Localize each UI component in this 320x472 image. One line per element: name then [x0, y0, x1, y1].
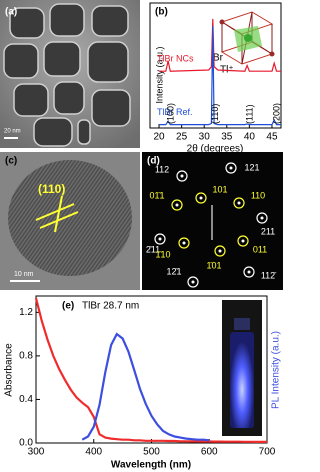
panel-label: (e)	[62, 301, 74, 312]
spot-label: 211	[261, 226, 275, 236]
spot-ring	[256, 212, 268, 224]
panel-label: (b)	[155, 7, 168, 18]
spot-label: 110	[251, 190, 265, 200]
y-axis-label: Intensity (a.u.)	[154, 46, 164, 103]
diffraction-spot	[241, 239, 245, 243]
spot-label: 2̄11	[146, 244, 160, 254]
spot-label: 12̄1	[166, 266, 181, 276]
panel-a: (a) 20 nm	[0, 0, 140, 148]
x-tick-label: 20	[153, 132, 165, 143]
peak-label: (110)	[210, 104, 220, 124]
spot-label: 101	[212, 184, 227, 194]
diffraction-spot	[175, 203, 179, 207]
panel-e: (e) TlBr 28.7 nm Absorbance PL Intensity…	[4, 295, 282, 471]
vial-cap	[234, 318, 250, 330]
axes-box	[149, 2, 282, 129]
x-axis-label: 2θ (degrees)	[187, 144, 244, 155]
spot-ring	[243, 266, 255, 278]
peak-label: (111)	[244, 104, 254, 124]
vial	[230, 332, 254, 428]
spot-label: 112̄	[261, 270, 277, 280]
spot-ring	[237, 235, 249, 247]
spot-label: 011	[253, 244, 267, 254]
y-axis-label: Absorbance	[4, 343, 15, 397]
x-tick-label: 500	[143, 447, 160, 458]
spot-ring	[154, 233, 166, 245]
spot-label: 01̄1	[149, 190, 164, 200]
chart-title: TlBr 28.7 nm	[82, 301, 139, 312]
nanocubes	[3, 3, 131, 147]
x-tick-label: 35	[221, 132, 233, 143]
peak-label: (200)	[272, 103, 282, 124]
panel-label: (d)	[147, 156, 160, 167]
x-axis-label: Wavelength (nm)	[111, 460, 191, 471]
inset-label: Br	[213, 53, 224, 64]
spot-ring	[171, 199, 183, 211]
crystal-inset	[208, 4, 280, 74]
plane-label: (110)	[38, 182, 65, 196]
y-tick-label: 0.0	[19, 438, 33, 449]
diffraction-spot	[229, 166, 233, 170]
diffraction-spot	[180, 174, 184, 178]
y2-axis-label: PL Intensity (a.u.)	[271, 331, 282, 409]
panel-label: (a)	[5, 7, 17, 18]
series-line	[159, 18, 281, 72]
x-tick-label: 400	[85, 447, 102, 458]
diffraction-spot	[247, 270, 251, 274]
panel-c: (110) (c) 10 nm	[0, 152, 140, 290]
spot-ring	[233, 197, 245, 209]
diffraction-spot	[199, 196, 203, 200]
diffraction-spot	[182, 241, 186, 245]
series-line	[81, 332, 210, 442]
spot-ring	[176, 170, 188, 182]
scale-label: 10 nm	[14, 271, 34, 278]
figure: (a) 20 nm Br Tl⁺ (b) Intensity (a.u.) 2θ…	[0, 0, 283, 471]
y-tick-label: 0.4	[19, 394, 33, 405]
series-label: TlBr NCs	[157, 54, 194, 64]
x-tick-label: 700	[259, 447, 276, 458]
diffraction-spot	[260, 216, 264, 220]
nanocrystal	[8, 160, 132, 276]
series-line	[159, 25, 281, 126]
spot-label: 1̄01	[206, 260, 221, 270]
diffraction-spot	[237, 201, 241, 205]
peak-label: (100)	[165, 103, 175, 124]
spot-label: 112	[155, 164, 169, 174]
spot-ring	[214, 245, 226, 257]
diffraction-spot	[158, 237, 162, 241]
spot-ring	[187, 276, 199, 288]
series-label: TlBr Ref.	[157, 107, 193, 117]
x-tick-label: 45	[266, 132, 278, 143]
diffraction-spot	[218, 249, 222, 253]
spot-ring	[225, 162, 237, 174]
panel-d: (d) 112 121 101 110 01̄1 2̄11 211 011 1̄10 1̄01 12…	[142, 152, 283, 290]
plane-marker	[35, 195, 79, 233]
spot-label: 121	[244, 162, 259, 172]
y-tick-label: 0.8	[19, 351, 33, 362]
x-tick-label: 30	[199, 132, 211, 143]
panel-b: Br Tl⁺ (b) Intensity (a.u.) 2θ (degrees)	[149, 2, 282, 155]
scale-label: 20 nm	[4, 129, 21, 135]
x-tick-label: 40	[244, 132, 256, 143]
x-tick-label: 300	[28, 447, 45, 458]
x-tick-label: 25	[176, 132, 188, 143]
panel-label: (c)	[5, 156, 17, 167]
series-line	[34, 297, 267, 443]
diffraction-spot	[191, 280, 195, 284]
x-tick-label: 600	[201, 447, 218, 458]
spot-ring	[178, 237, 190, 249]
spot-ring	[195, 192, 207, 204]
y-tick-label: 1.2	[19, 307, 33, 318]
spot-label: 1̄10	[155, 249, 170, 259]
